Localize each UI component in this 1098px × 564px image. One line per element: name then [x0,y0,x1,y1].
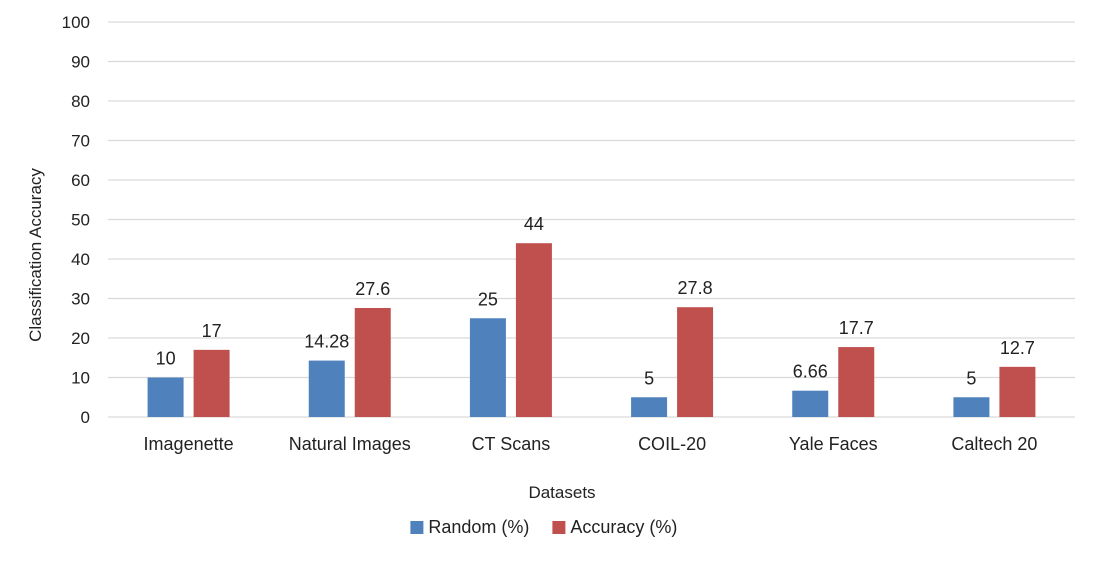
x-axis-title: Datasets [528,483,595,502]
bar [147,377,184,417]
x-tick-label: Yale Faces [789,434,878,454]
gridlines [108,21,1075,418]
legend-swatch [552,521,566,534]
legend-swatch [410,521,424,534]
bar [677,307,714,417]
y-tick-label: 70 [71,132,90,151]
data-label: 44 [524,214,544,234]
bar [354,307,391,417]
y-tick-label: 80 [71,92,90,111]
bar [792,390,829,417]
legend-label: Random (%) [428,517,529,537]
x-tick-label: COIL-20 [638,434,706,454]
x-axis-categories: Imagenette Natural Images CT Scans COIL-20 Y… [144,434,1038,454]
bar [469,318,506,417]
x-tick-label: CT Scans [472,434,551,454]
bar [999,366,1036,417]
y-tick-label: 40 [71,250,90,269]
data-labels: 10 17 14.28 27.6 25 44 5 27.8 6.66 17.7 5 12.7 [156,214,1035,388]
data-label: 5 [644,368,654,388]
bar [631,397,668,417]
x-tick-label: Caltech 20 [951,434,1037,454]
data-label: 14.28 [304,332,349,352]
bar [308,360,345,417]
legend: Random (%) Accuracy (%) [410,517,677,537]
x-tick-label: Natural Images [289,434,411,454]
data-label: 25 [478,289,498,309]
y-axis-ticks: 0 10 20 30 40 50 60 70 80 90 100 [62,13,90,427]
y-tick-label: 30 [71,290,90,309]
data-label: 6.66 [793,362,828,382]
data-label: 17.7 [839,318,874,338]
data-label: 10 [156,349,176,369]
data-label: 12.7 [1000,338,1035,358]
data-label: 5 [966,368,976,388]
y-tick-label: 100 [62,13,90,32]
data-label: 27.8 [678,278,713,298]
x-tick-label: Imagenette [144,434,234,454]
y-tick-label: 50 [71,211,90,230]
data-label: 27.6 [355,279,390,299]
y-tick-label: 10 [71,369,90,388]
y-tick-label: 20 [71,329,90,348]
legend-label: Accuracy (%) [570,517,677,537]
bar [193,349,230,417]
y-tick-label: 0 [81,408,90,427]
data-label: 17 [202,321,222,341]
bar [515,243,552,417]
y-tick-label: 60 [71,171,90,190]
y-axis-title: Classification Accuracy [26,168,45,342]
bar [838,347,875,417]
bar [953,397,990,417]
y-tick-label: 90 [71,53,90,72]
bars [147,243,1036,417]
